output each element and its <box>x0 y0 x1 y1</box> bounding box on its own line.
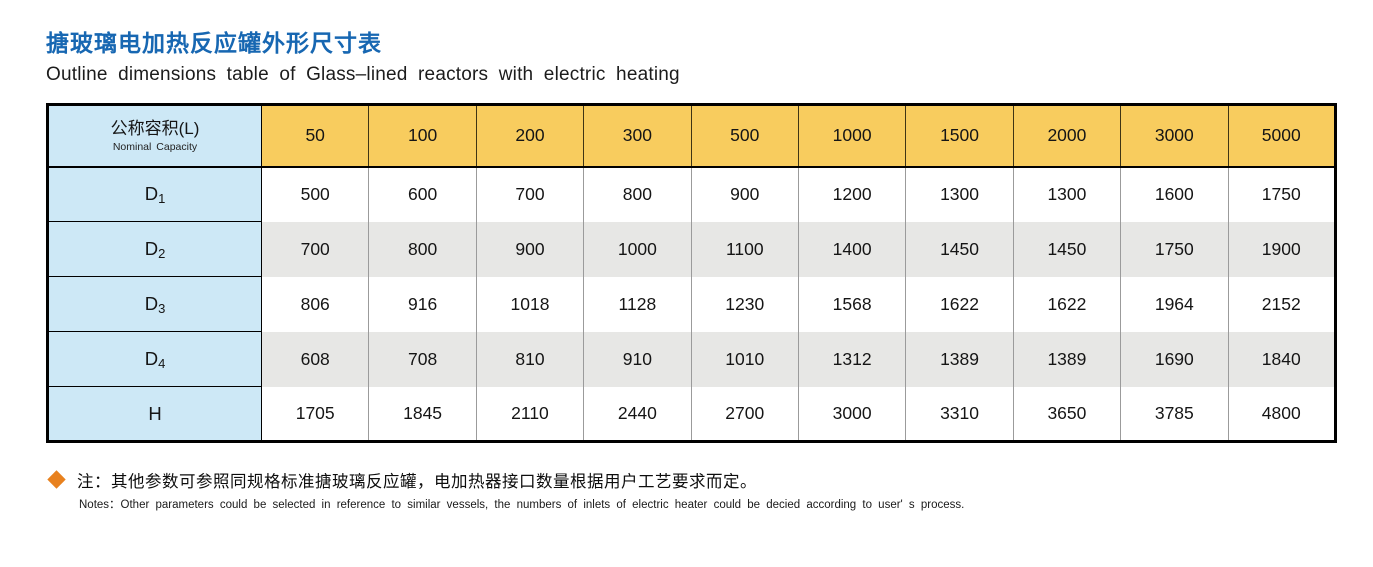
value-cell: 3000 <box>797 386 906 442</box>
table-row: D2 700 800 900 1000 1100 1400 1450 1450 1750 1900 <box>47 221 1336 277</box>
capacity-header-cell: 100 <box>368 104 477 168</box>
table-row: D3 806 916 1018 1128 1230 1568 1622 1622 1964 2152 <box>47 276 1336 332</box>
page-title: 搪玻璃电加热反应罐外形尺寸表 <box>46 30 382 56</box>
value-cell: 2110 <box>475 386 584 442</box>
value-cell: 4800 <box>1227 386 1336 442</box>
value-cell: 1018 <box>475 276 584 332</box>
value-cell: 3785 <box>1120 386 1229 442</box>
value-cell: 1690 <box>1120 331 1229 387</box>
value-cell: 1400 <box>797 221 906 277</box>
value-cell: 2152 <box>1227 276 1336 332</box>
value-cell: 1300 <box>905 166 1014 222</box>
row-label-subscript: 4 <box>158 356 166 371</box>
value-cell: 1845 <box>368 386 477 442</box>
value-cell: 1622 <box>905 276 1014 332</box>
capacity-header-cell: 3000 <box>1120 104 1229 168</box>
value-cell: 1568 <box>797 276 906 332</box>
row-label-cell: H <box>47 386 262 442</box>
capacity-header-cell: 5000 <box>1227 104 1336 168</box>
table-row: D1 500 600 700 800 900 1200 1300 1300 1600 1750 <box>47 166 1336 222</box>
table-row: H 1705 1845 2110 2440 2700 3000 3310 3650 3785 480… <box>47 386 1336 442</box>
corner-header-cell: 公称容积(L) Nominal Capacity <box>47 104 262 168</box>
value-cell: 1100 <box>690 221 799 277</box>
page-subtitle: Outline dimensions table of Glass–lined … <box>46 64 680 85</box>
value-cell: 1230 <box>690 276 799 332</box>
value-cell: 1450 <box>905 221 1014 277</box>
value-cell: 3650 <box>1012 386 1121 442</box>
value-cell: 600 <box>368 166 477 222</box>
value-cell: 1200 <box>797 166 906 222</box>
value-cell: 2440 <box>583 386 692 442</box>
corner-label-zh: 公称容积(L) <box>110 119 200 139</box>
row-label-cell: D3 <box>47 276 262 332</box>
diamond-icon <box>47 470 66 489</box>
capacity-header-cell: 200 <box>475 104 584 168</box>
value-cell: 1840 <box>1227 331 1336 387</box>
value-cell: 810 <box>475 331 584 387</box>
value-cell: 1750 <box>1120 221 1229 277</box>
value-cell: 708 <box>368 331 477 387</box>
row-label-cell: D2 <box>47 221 262 277</box>
capacity-header-cell: 500 <box>690 104 799 168</box>
notes-text-block: 注：其他参数可参照同规格标准搪玻璃反应罐，电加热器接口数量根据用户工艺要求而定。… <box>77 468 964 512</box>
value-cell: 900 <box>475 221 584 277</box>
capacity-header-cell: 300 <box>583 104 692 168</box>
value-cell: 916 <box>368 276 477 332</box>
value-cell: 1705 <box>260 386 369 442</box>
value-cell: 1964 <box>1120 276 1229 332</box>
capacity-header-cell: 1500 <box>905 104 1014 168</box>
table-body: D1 500 600 700 800 900 1200 1300 1300 1600 1750 D2 7… <box>47 166 1336 442</box>
value-cell: 910 <box>583 331 692 387</box>
value-cell: 2700 <box>690 386 799 442</box>
table-header-row: 公称容积(L) Nominal Capacity 50 100 200 300 500 1… <box>47 104 1336 168</box>
value-cell: 1900 <box>1227 221 1336 277</box>
value-cell: 806 <box>260 276 369 332</box>
row-label-subscript: 1 <box>158 191 166 207</box>
value-cell: 3310 <box>905 386 1014 442</box>
value-cell: 1450 <box>1012 221 1121 277</box>
page: 搪玻璃电加热反应罐外形尺寸表 Outline dimensions table … <box>46 30 1337 512</box>
value-cell: 1010 <box>690 331 799 387</box>
value-cell: 608 <box>260 331 369 387</box>
capacity-header-cell: 50 <box>260 104 369 168</box>
value-cell: 800 <box>583 166 692 222</box>
note-en: Notes：Other parameters could be selected… <box>79 499 965 511</box>
row-label-subscript: 2 <box>158 246 166 261</box>
value-cell: 800 <box>368 221 477 277</box>
notes-section: 注：其他参数可参照同规格标准搪玻璃反应罐，电加热器接口数量根据用户工艺要求而定。… <box>47 468 1337 512</box>
row-label-cell: D4 <box>47 331 262 387</box>
value-cell: 700 <box>260 221 369 277</box>
value-cell: 1300 <box>1012 166 1121 222</box>
capacity-header-cell: 1000 <box>797 104 906 168</box>
value-cell: 900 <box>690 166 799 222</box>
note-zh: 注：其他参数可参照同规格标准搪玻璃反应罐，电加热器接口数量根据用户工艺要求而定。 <box>77 473 757 491</box>
value-cell: 1750 <box>1227 166 1336 222</box>
value-cell: 1389 <box>1012 331 1121 387</box>
dimensions-table: 公称容积(L) Nominal Capacity 50 100 200 300 500 1… <box>46 103 1337 443</box>
value-cell: 500 <box>260 166 369 222</box>
value-cell: 1128 <box>583 276 692 332</box>
value-cell: 1622 <box>1012 276 1121 332</box>
row-label-cell: D1 <box>47 166 262 222</box>
value-cell: 1389 <box>905 331 1014 387</box>
value-cell: 700 <box>475 166 584 222</box>
value-cell: 1312 <box>797 331 906 387</box>
capacity-header-cell: 2000 <box>1012 104 1121 168</box>
value-cell: 1000 <box>583 221 692 277</box>
row-label-subscript: 3 <box>158 301 166 316</box>
value-cell: 1600 <box>1120 166 1229 222</box>
corner-label-en: Nominal Capacity <box>112 141 198 154</box>
